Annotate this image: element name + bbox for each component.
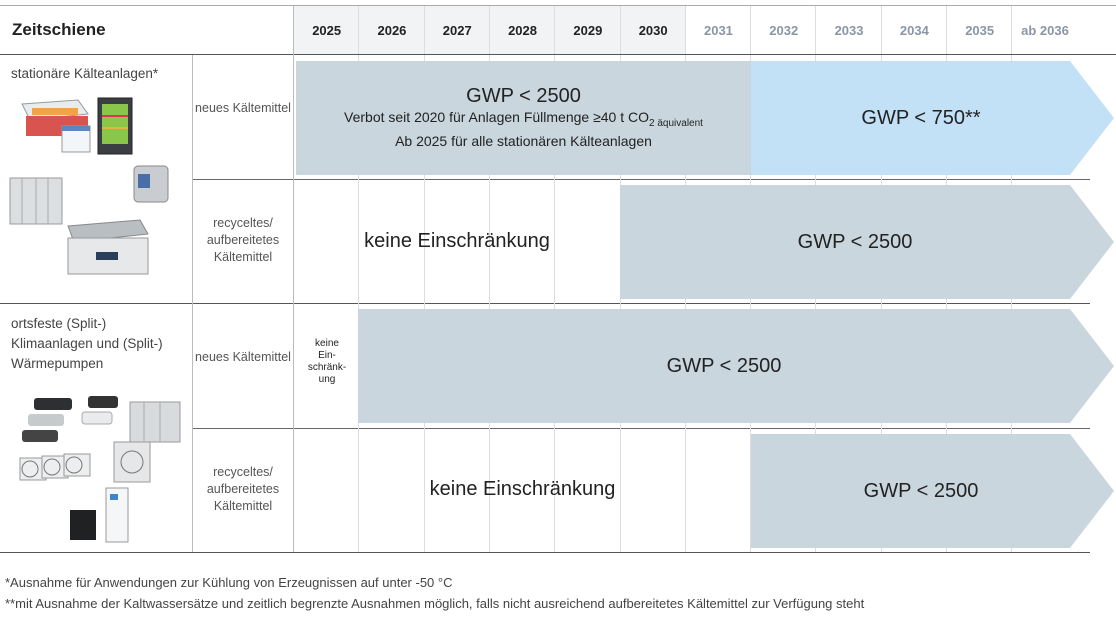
year-gridline: [1011, 55, 1013, 552]
year-2: 2026: [358, 6, 424, 54]
row1-gwp-value: GWP < 2500: [466, 84, 581, 107]
section-divider: [0, 303, 1090, 304]
row4-no-restriction: keine Einschränkung: [429, 478, 616, 500]
wall-unit-icon: [22, 396, 118, 442]
year-8: 2032: [750, 6, 816, 54]
subrow-divider: [293, 6, 294, 552]
year-5: 2029: [554, 6, 620, 54]
year-gridline: [554, 55, 556, 552]
year-10: 2034: [880, 6, 947, 54]
row3-gwp2500-label: GWP < 2500: [666, 354, 782, 377]
year-6: 2030: [619, 6, 686, 54]
row1-ban-2020: Verbot seit 2020 für Anlagen Füllmenge ≥…: [344, 108, 703, 129]
category-divider: [192, 55, 193, 552]
year-gridline: [423, 55, 425, 552]
row1-gwp750-arrow: [751, 61, 1114, 175]
row1-gwp2500-box: [296, 61, 751, 175]
year-gridline: [358, 55, 360, 552]
row1-gwp2500-label: GWP < 2500 Verbot seit 2020 für Anlagen …: [296, 70, 751, 166]
cooling-unit-icon: [133, 165, 169, 203]
timeline-title: Zeitschiene: [12, 20, 106, 39]
year-7: 2031: [684, 6, 751, 54]
row4-gwp2500-label: GWP < 2500: [863, 479, 979, 502]
hydrobox-icon: [70, 487, 129, 543]
row2-no-restriction: keine Einschränkung: [364, 230, 550, 252]
row1-gwp750-label: GWP < 750**: [861, 106, 981, 129]
year-gridline: [750, 55, 752, 552]
subrow-label-new-3: neues Kältemittel: [195, 350, 291, 364]
row2-gwp2500-arrow: [620, 185, 1114, 299]
subrow-label-new-1: neues Kältemittel: [195, 101, 291, 115]
footnote-1: *Ausnahme für Anwendungen zur Kühlung vo…: [5, 575, 453, 590]
row3-gwp2500-arrow: [358, 309, 1114, 423]
chest-freezer-icon: [61, 125, 91, 153]
row4-gwp2500-arrow: [751, 434, 1114, 548]
header-rule: [0, 54, 1116, 55]
stationary-devices-image: [9, 97, 169, 275]
year-gridline: [815, 55, 817, 552]
row-divider-3: [192, 428, 1090, 429]
year-gridline: [946, 55, 947, 552]
year-12: ab 2036: [1011, 6, 1077, 54]
year-9: 2033: [815, 6, 881, 54]
row2-gwp2500-label: GWP < 2500: [797, 230, 913, 253]
category-stationary: stationäre Kälteanlagen*: [11, 66, 159, 81]
year-gridline: [684, 55, 686, 552]
row-divider-1: [192, 179, 1090, 180]
chiller-icon: [67, 219, 149, 275]
year-11: 2035: [946, 6, 1012, 54]
footnote-2: **mit Ausnahme der Kaltwassersätze und z…: [5, 596, 865, 611]
year-3: 2027: [423, 6, 490, 54]
year-4: 2028: [488, 6, 555, 54]
bottom-rule: [0, 552, 1090, 553]
row1-ban-2025: Ab 2025 für alle stationären Kälteanlage…: [395, 133, 652, 150]
year-gridline: [880, 55, 882, 552]
subrow-label-recycled-4: recyceltes/ aufbereitetes Kältemittel: [206, 465, 280, 513]
fridge-cabinet-icon: [97, 97, 133, 155]
subrow-label-recycled-2: recyceltes/ aufbereitetes Kältemittel: [206, 216, 280, 264]
year-gridline: [619, 55, 621, 552]
top-rule: [0, 5, 1116, 6]
outdoor-unit-icon: [19, 453, 91, 481]
condensing-unit-icon: [9, 177, 63, 225]
split-devices-image: [19, 396, 181, 543]
heat-pump-icon: [113, 401, 181, 483]
year-gridline: [488, 55, 490, 552]
category-split: ortsfeste (Split-) Klimaanlagen und (Spl…: [11, 316, 163, 371]
row3-no-restriction: keine Ein- schränk- ung: [307, 338, 347, 385]
